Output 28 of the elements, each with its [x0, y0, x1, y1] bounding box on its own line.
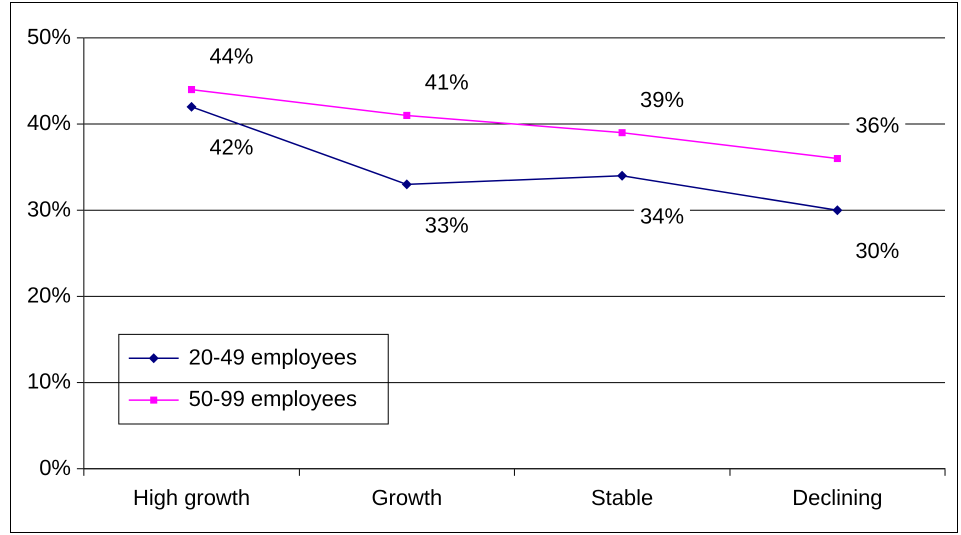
data-label: 41% — [424, 70, 469, 95]
x-tick-label: High growth — [132, 484, 250, 510]
point — [403, 112, 410, 119]
point — [832, 205, 842, 216]
x-tick-label: Stable — [590, 484, 654, 510]
x-tick-label: Growth — [371, 484, 442, 510]
x-tick-label: Declining — [792, 484, 883, 510]
y-tick-label: 30% — [26, 196, 71, 222]
y-tick-label: 20% — [26, 282, 71, 308]
data-label: 33% — [424, 212, 469, 238]
point — [617, 170, 628, 181]
legend-label: 50-99 employees — [188, 386, 358, 412]
point — [834, 155, 841, 162]
point — [618, 129, 626, 136]
data-label: 42% — [209, 134, 254, 160]
data-label: 30% — [855, 238, 900, 264]
point — [186, 102, 197, 112]
y-tick-label: 0% — [39, 454, 71, 480]
point — [188, 86, 196, 94]
data-label: 39% — [640, 86, 684, 112]
y-tick-label: 10% — [26, 368, 71, 394]
data-label: 44% — [209, 44, 254, 69]
data-label: 36% — [855, 112, 900, 138]
y-tick-label: 40% — [26, 110, 71, 136]
data-label: 34% — [640, 204, 684, 229]
point — [402, 179, 412, 190]
y-tick-label: 50% — [26, 24, 71, 49]
legend-label: 20-49 employees — [188, 344, 358, 370]
